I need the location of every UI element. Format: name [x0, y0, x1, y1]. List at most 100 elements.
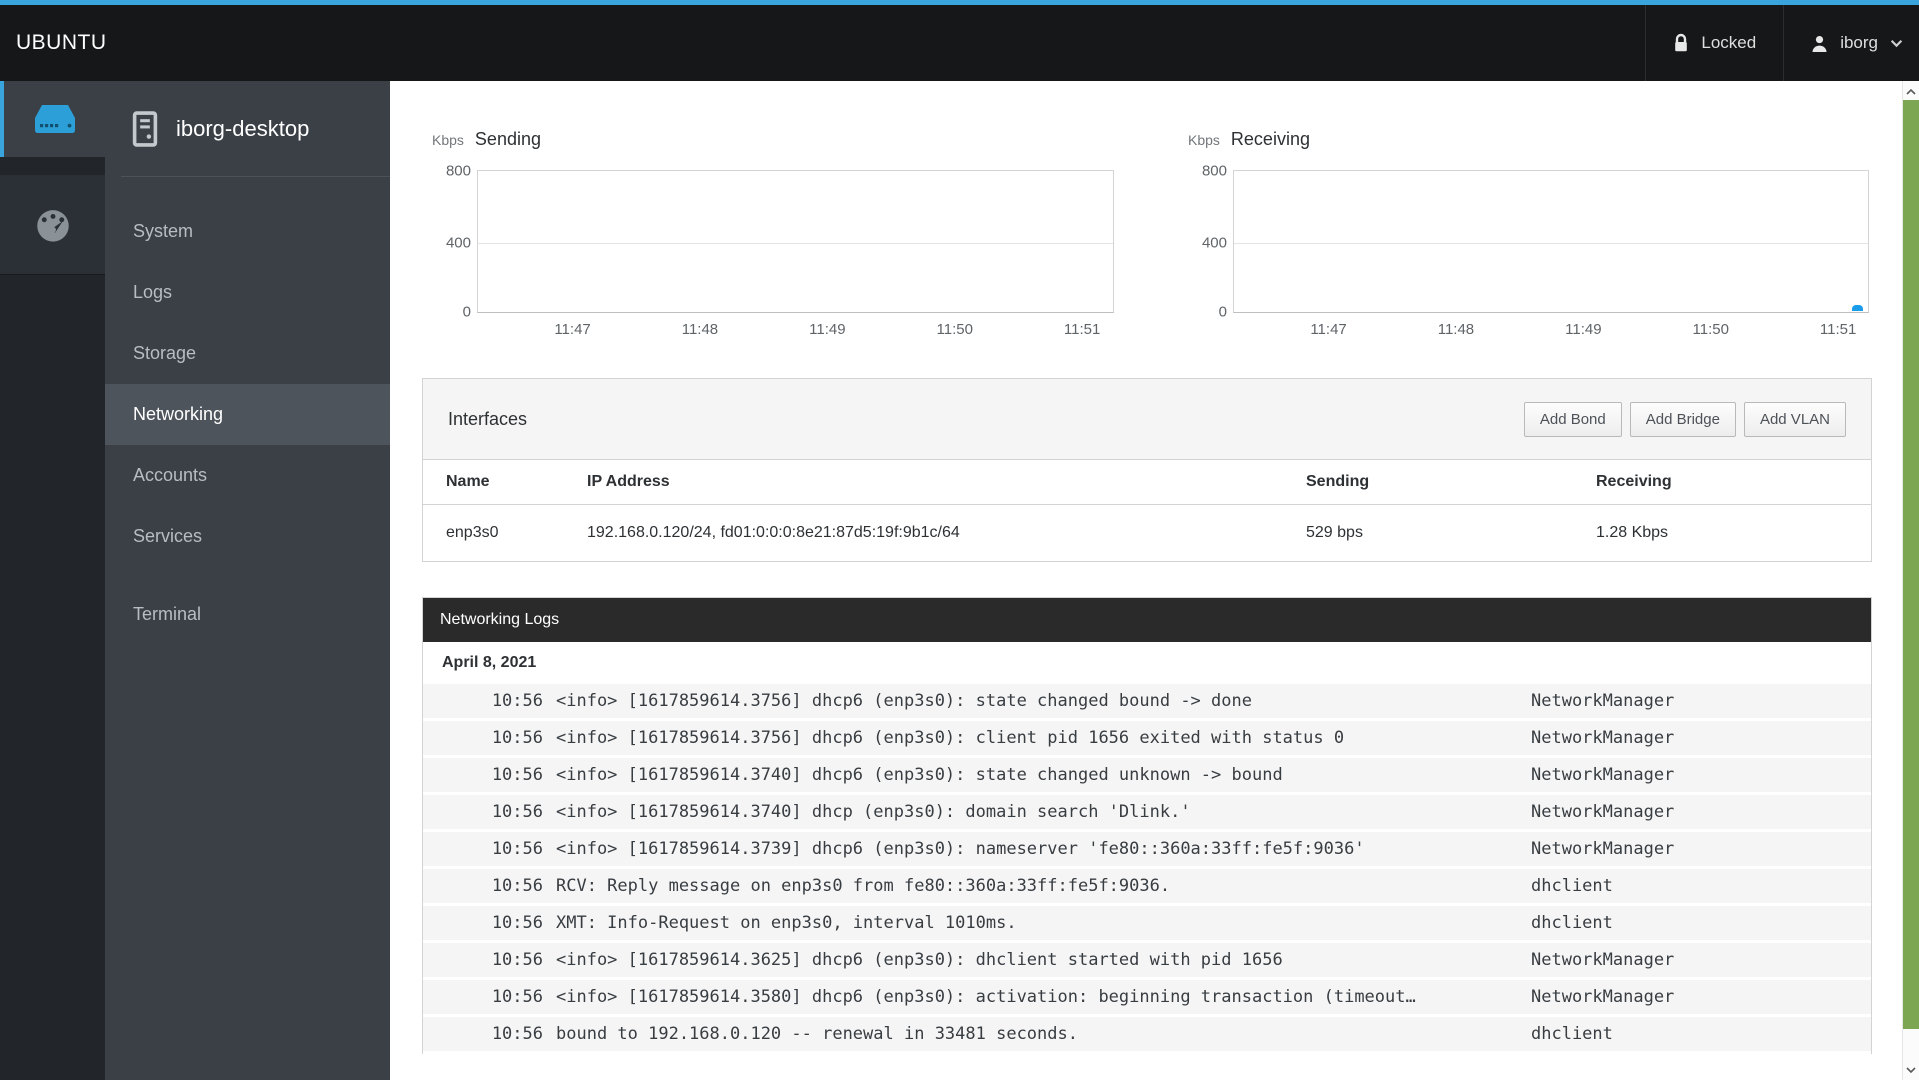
sidebar-item[interactable]: Networking [105, 384, 390, 445]
log-row[interactable]: 10:56 <info> [1617859614.3739] dhcp6 (en… [423, 832, 1871, 869]
x-axis-tick: 11:48 [1437, 321, 1475, 338]
log-time: 10:56 [491, 728, 543, 748]
interfaces-panel-header: Interfaces Add Bond Add Bridge Add VLAN [423, 379, 1871, 460]
log-row[interactable]: 10:56 <info> [1617859614.3756] dhcp6 (en… [423, 721, 1871, 758]
interface-receiving: 1.28 Kbps [1596, 524, 1669, 541]
log-list: 10:56 <info> [1617859614.3756] dhcp6 (en… [423, 684, 1871, 1054]
brand[interactable]: UBUNTU [16, 31, 107, 54]
log-message: <info> [1617859614.3739] dhcp6 (enp3s0):… [556, 839, 1365, 859]
add-vlan-button[interactable]: Add VLAN [1743, 401, 1846, 437]
log-row[interactable]: 10:56 <info> [1617859614.3740] dhcp6 (en… [423, 758, 1871, 795]
interface-ip: 192.168.0.120/24, fd01:0:0:0:8e21:87d5:1… [587, 524, 960, 541]
log-service: NetworkManager [1531, 728, 1675, 748]
x-axis-tick: 11:50 [936, 321, 973, 338]
lock-status-label: Locked [1701, 33, 1757, 52]
log-time: 10:56 [491, 802, 543, 822]
rail-spacer [0, 157, 105, 175]
networking-logs-panel: Networking Logs April 8, 2021 10:56 <inf… [422, 597, 1872, 1054]
sidebar-item[interactable]: System [133, 221, 194, 241]
user-name: iborg [1840, 33, 1878, 52]
interface-name: enp3s0 [446, 524, 499, 541]
interfaces-table-header: Name IP Address Sending Receiving [423, 460, 1871, 505]
sidebar-item[interactable]: Storage [133, 343, 197, 363]
sending-plot-area: 800 400 0 [446, 163, 1114, 321]
main-content: Kbps Sending 800 400 0 11:47 11:48 11:49 11:5… [390, 81, 1902, 1080]
sending-unit-label: Kbps [432, 132, 464, 148]
log-service: dhclient [1531, 876, 1613, 896]
top-bar-spacer [107, 5, 1646, 81]
log-time: 10:56 [491, 913, 543, 933]
sidebar-item[interactable]: Services [133, 526, 203, 546]
log-message: XMT: Info-Request on enp3s0, interval 10… [556, 913, 1017, 933]
lock-status[interactable]: Locked [1645, 5, 1783, 81]
log-message: RCV: Reply message on enp3s0 from fe80::… [556, 876, 1171, 896]
logs-date: April 8, 2021 [442, 654, 537, 671]
x-axis-tick: 11:51 [1819, 321, 1857, 338]
sidebar: iborg-desktop System Logs Storage Networ… [105, 81, 390, 1080]
lock-icon [1673, 33, 1689, 53]
log-row[interactable]: 10:56 <info> [1617859614.3580] dhcp6 (en… [423, 980, 1871, 1017]
receiving-x-axis: 11:47 11:48 11:49 11:50 11:51 [1233, 321, 1870, 341]
interfaces-table: Name IP Address Sending Receiving enp3s0… [423, 460, 1871, 561]
rail-item-host[interactable] [0, 81, 105, 157]
log-row[interactable]: 10:56 bound to 192.168.0.120 -- renewal … [423, 1017, 1871, 1054]
log-message: <info> [1617859614.3625] dhcp6 (enp3s0):… [556, 950, 1283, 970]
scrollbar-down-button[interactable] [1903, 1061, 1919, 1078]
log-message: <info> [1617859614.3756] dhcp6 (enp3s0):… [556, 691, 1252, 711]
hard-drive-icon [31, 103, 79, 135]
interface-sending: 529 bps [1306, 524, 1363, 541]
col-header-name: Name [446, 473, 490, 490]
col-header-ip: IP Address [587, 473, 670, 490]
last-sample-dot [1852, 305, 1863, 311]
x-axis-tick: 11:48 [681, 321, 719, 338]
log-service: NetworkManager [1531, 802, 1675, 822]
log-time: 10:56 [491, 987, 543, 1007]
log-row[interactable]: 10:56 <info> [1617859614.3625] dhcp6 (en… [423, 943, 1871, 980]
add-bond-button[interactable]: Add Bond [1523, 401, 1622, 437]
sending-chart-header: Kbps Sending [432, 129, 541, 150]
log-service: NetworkManager [1531, 839, 1675, 859]
receiving-chart-header: Kbps Receiving [1188, 129, 1310, 150]
log-time: 10:56 [491, 876, 543, 896]
chevron-down-icon [1890, 39, 1903, 48]
log-row[interactable]: 10:56 <info> [1617859614.3740] dhcp (enp… [423, 795, 1871, 832]
host-name-row: iborg-desktop [105, 81, 390, 176]
logs-date-row: April 8, 2021 [423, 642, 1871, 684]
y-axis-tick: 800 [445, 162, 471, 180]
interfaces-panel: Interfaces Add Bond Add Bridge Add VLAN … [422, 378, 1872, 562]
host-name: iborg-desktop [176, 115, 310, 141]
user-menu[interactable]: iborg [1783, 5, 1919, 81]
log-service: NetworkManager [1531, 691, 1675, 711]
log-message: <info> [1617859614.3756] dhcp6 (enp3s0):… [556, 728, 1345, 748]
sidebar-item[interactable]: Terminal [133, 604, 202, 624]
log-row[interactable]: 10:56 XMT: Info-Request on enp3s0, inter… [423, 906, 1871, 943]
log-service: NetworkManager [1531, 987, 1675, 1007]
interfaces-title: Interfaces [448, 408, 528, 429]
receiving-unit-label: Kbps [1188, 132, 1220, 148]
log-service: dhclient [1531, 913, 1613, 933]
sidebar-item[interactable]: Logs [133, 282, 173, 302]
scrollbar-thumb[interactable] [1903, 100, 1919, 1029]
user-icon [1811, 35, 1828, 52]
x-axis-tick: 11:47 [554, 321, 591, 338]
sidebar-item[interactable]: Accounts [133, 465, 208, 485]
interface-row[interactable]: enp3s0 192.168.0.120/24, fd01:0:0:0:8e21… [423, 505, 1871, 561]
log-service: dhclient [1531, 1024, 1613, 1044]
log-row[interactable]: 10:56 RCV: Reply message on enp3s0 from … [423, 869, 1871, 906]
log-service: NetworkManager [1531, 765, 1675, 785]
top-bar: UBUNTU Locked iborg [0, 0, 1919, 81]
y-axis-tick: 0 [462, 303, 471, 321]
scrollbar-up-button[interactable] [1903, 83, 1919, 100]
log-message: <info> [1617859614.3740] dhcp6 (enp3s0):… [556, 765, 1283, 785]
rail-item-dashboard[interactable] [0, 175, 105, 275]
y-axis-tick: 0 [1218, 303, 1227, 321]
log-message: bound to 192.168.0.120 -- renewal in 334… [556, 1024, 1078, 1044]
log-row[interactable]: 10:56 <info> [1617859614.3756] dhcp6 (en… [423, 684, 1871, 721]
y-axis-tick: 400 [445, 234, 471, 252]
log-message: <info> [1617859614.3580] dhcp6 (enp3s0):… [556, 987, 1416, 1007]
log-time: 10:56 [491, 765, 543, 785]
x-axis-tick: 11:49 [1565, 321, 1602, 338]
log-time: 10:56 [491, 1024, 543, 1044]
add-bridge-button[interactable]: Add Bridge [1629, 401, 1736, 437]
